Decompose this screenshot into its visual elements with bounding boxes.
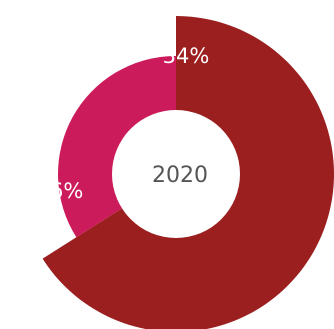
donut-hole — [112, 110, 240, 238]
slice-labels-group: 66% 34% — [37, 44, 210, 203]
slice-label-66: 66% — [37, 179, 84, 203]
center-year-label: 2020 — [152, 163, 208, 188]
slice-label-34: 34% — [163, 44, 210, 68]
